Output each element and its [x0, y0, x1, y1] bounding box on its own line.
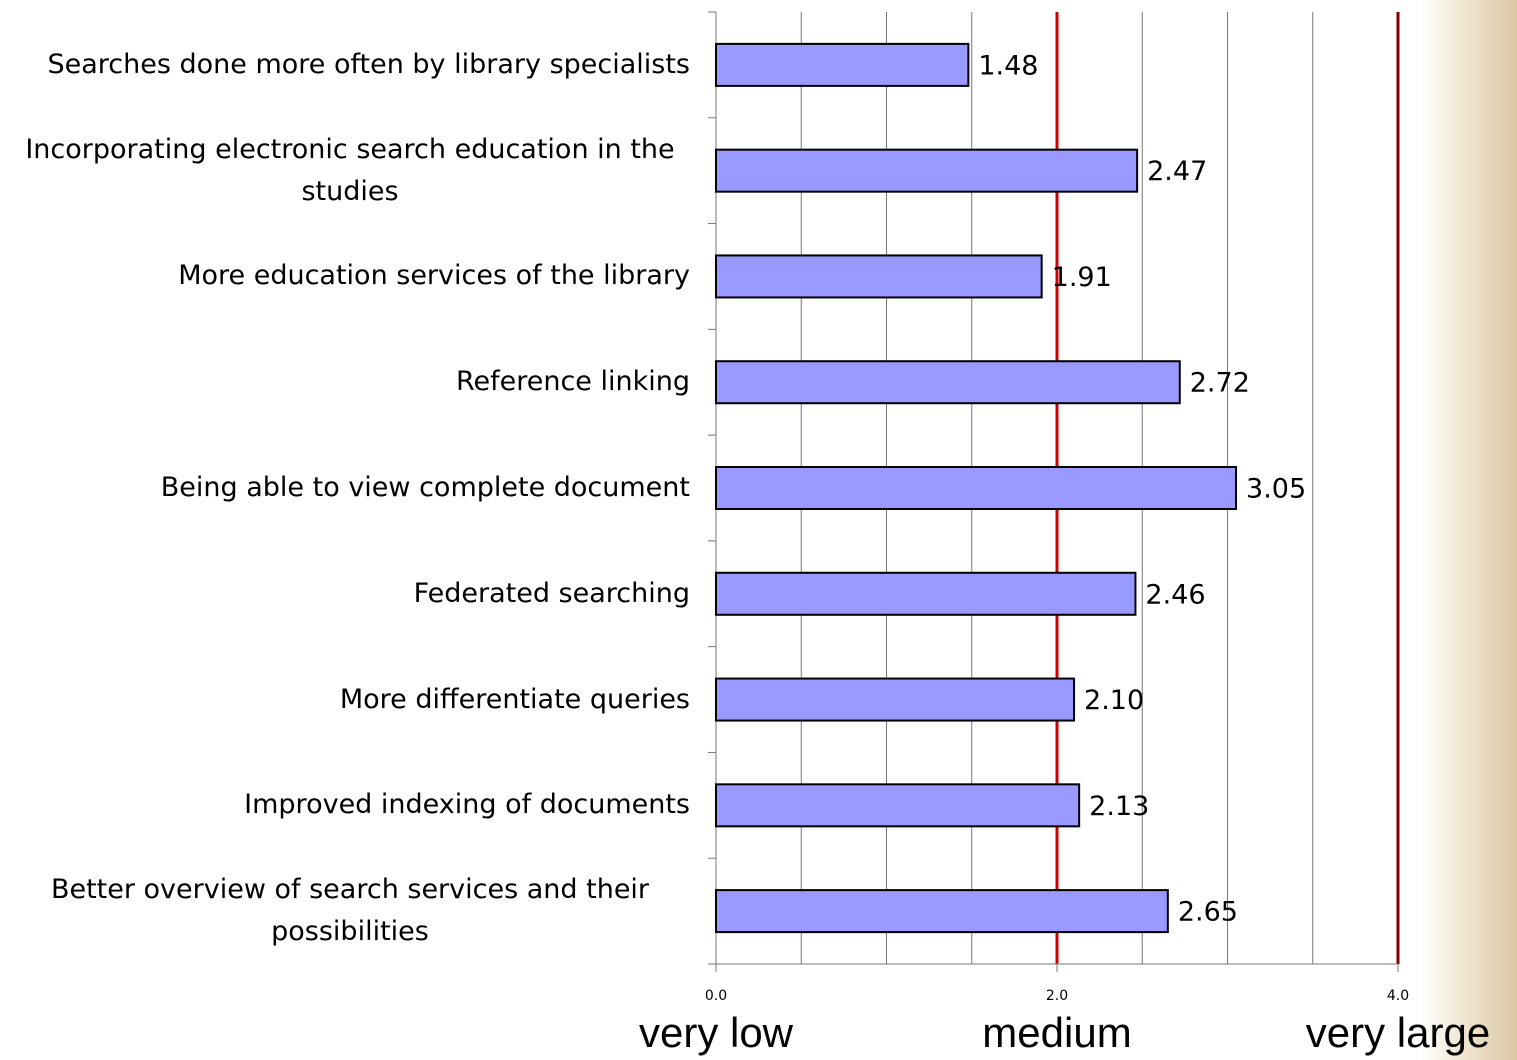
y-tick-label: Reference linking [455, 366, 690, 398]
x-tick-label: 0.0 [705, 988, 727, 1004]
y-tick-label: Improved indexing of documents [244, 789, 690, 821]
value-label: 2.72 [1190, 368, 1250, 399]
y-tick-label: Searches done more often by library spec… [47, 48, 690, 80]
value-label: 2.46 [1145, 579, 1205, 610]
bar [715, 466, 1238, 510]
category-row: More education services of the library [0, 226, 690, 326]
x-tick-label: 2.0 [1046, 988, 1068, 1004]
scale-label: medium [982, 1009, 1131, 1056]
bar [715, 783, 1081, 828]
value-label: 2.13 [1089, 791, 1149, 822]
background-photo [1420, 0, 1517, 1060]
bar [715, 677, 1076, 722]
value-label: 2.10 [1084, 685, 1144, 716]
category-row: Being able to view complete document [0, 438, 690, 538]
category-row: Incorporating electronic search educatio… [0, 121, 690, 221]
category-row: Searches done more often by library spec… [0, 15, 690, 115]
y-tick-label: Incorporating electronic search educatio… [25, 133, 675, 207]
category-row: More differentiate queries [0, 650, 690, 750]
scale-label: very large [1306, 1009, 1490, 1056]
bar [715, 254, 1043, 299]
y-tick-label: More differentiate queries [339, 683, 690, 715]
bar [715, 571, 1137, 616]
y-tick-label: Federated searching [413, 577, 690, 609]
y-tick-label: Better overview of search services and t… [50, 874, 650, 948]
value-label: 1.91 [1052, 262, 1112, 293]
category-row: Federated searching [0, 544, 690, 644]
bar [715, 148, 1139, 193]
bar [715, 889, 1169, 934]
bar [715, 360, 1181, 405]
category-row: Reference linking [0, 332, 690, 432]
x-tick-label: 4.0 [1387, 988, 1409, 1004]
category-row: Improved indexing of documents [0, 755, 690, 855]
y-tick-label: More education services of the library [178, 260, 690, 292]
value-label: 3.05 [1246, 474, 1306, 505]
value-label: 2.47 [1147, 156, 1207, 187]
scale-label: very low [639, 1009, 794, 1056]
value-label: 2.65 [1178, 897, 1238, 928]
category-row: Better overview of search services and t… [0, 861, 690, 961]
y-tick-label: Being able to view complete document [160, 472, 690, 503]
value-label: 1.48 [978, 50, 1038, 81]
bar [715, 42, 970, 87]
